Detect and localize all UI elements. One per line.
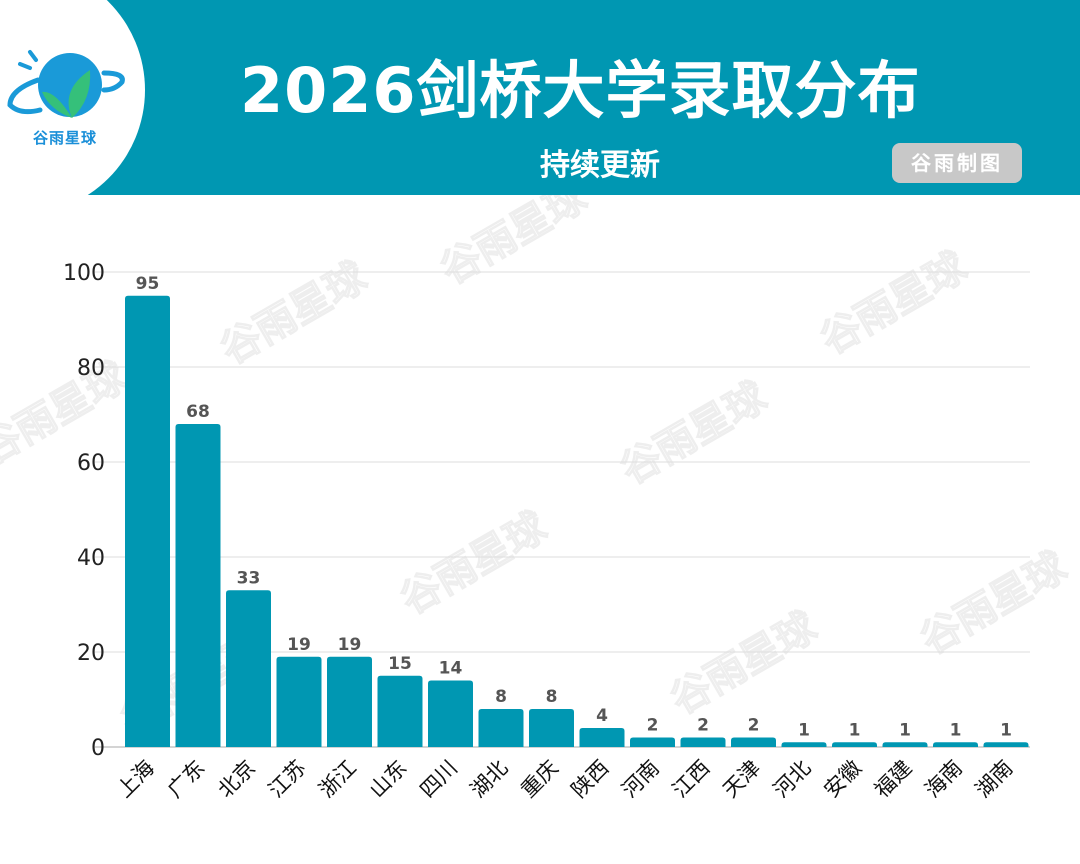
bar [428, 680, 473, 747]
x-tick-label: 浙江 [314, 756, 361, 803]
page-title: 2026剑桥大学录取分布 [240, 54, 921, 127]
y-axis-ticks: 0 20 40 60 80 100 [63, 261, 105, 761]
bar [579, 728, 625, 747]
data-label: 95 [136, 274, 160, 294]
x-tick-label: 四川 [415, 756, 462, 803]
x-tick-label: 重庆 [516, 756, 563, 803]
data-label: 15 [388, 654, 412, 674]
credit-badge: 谷雨制图 [892, 143, 1022, 183]
x-tick-label: 天津 [718, 756, 765, 803]
planet-logo-icon [7, 50, 125, 118]
data-label: 2 [697, 716, 709, 736]
y-tick-label: 80 [77, 356, 105, 381]
watermark-text: 谷雨星球 [393, 503, 555, 623]
data-labels: 95 68 33 19 19 15 14 8 8 4 2 2 2 1 1 1 1 1 [136, 274, 1012, 741]
watermark-text: 谷雨星球 [663, 603, 825, 723]
watermark-text: 谷雨星球 [0, 353, 135, 473]
y-tick-label: 60 [77, 451, 105, 476]
x-tick-label: 北京 [213, 756, 260, 803]
bar [478, 709, 524, 747]
y-tick-label: 0 [91, 736, 105, 761]
x-tick-label: 江苏 [264, 756, 311, 803]
bar [377, 675, 423, 747]
data-label: 8 [495, 687, 507, 707]
y-tick-label: 20 [77, 641, 105, 666]
logo-text: 谷雨星球 [33, 129, 98, 147]
watermark-text: 谷雨星球 [813, 243, 975, 363]
x-tick-label: 湖北 [466, 756, 513, 803]
x-tick-label: 湖南 [971, 756, 1018, 803]
bar [276, 656, 322, 747]
header-banner: 谷雨星球 2026剑桥大学录取分布 持续更新 谷雨制图 [0, 0, 1080, 195]
watermark-text: 谷雨星球 [433, 195, 595, 294]
x-tick-label: 山东 [365, 756, 412, 803]
bar [125, 295, 170, 747]
x-tick-label: 福建 [870, 756, 917, 803]
bar [680, 737, 726, 747]
data-label: 1 [849, 720, 861, 740]
bar [781, 742, 827, 747]
bar [832, 742, 877, 747]
data-label: 68 [186, 402, 210, 422]
data-label: 19 [287, 635, 311, 655]
x-tick-label: 安徽 [819, 756, 866, 803]
watermark-text: 谷雨星球 [213, 253, 375, 373]
x-axis-ticks: 上海 广东 北京 江苏 浙江 山东 四川 湖北 重庆 陕西 河南 江西 天津 河北 安徽 福建 海南 湖南 [112, 756, 1017, 803]
bar [731, 737, 776, 747]
bar [175, 424, 221, 747]
data-label: 1 [899, 720, 911, 740]
data-label: 2 [748, 716, 760, 736]
x-tick-label: 河南 [617, 756, 664, 803]
data-label: 1 [798, 720, 810, 740]
data-label: 8 [546, 687, 558, 707]
data-label: 4 [596, 706, 608, 726]
data-label: 1 [950, 720, 962, 740]
bar [882, 742, 928, 747]
y-tick-label: 40 [77, 546, 105, 571]
bars [125, 295, 1029, 747]
y-tick-label: 100 [63, 261, 105, 286]
bar-chart: 谷雨星球谷雨星球谷雨星球谷雨星球谷雨星球谷雨星球谷雨星球谷雨星球谷雨星球 020… [0, 195, 1076, 803]
data-label: 33 [237, 568, 261, 588]
x-tick-label: 河北 [769, 756, 816, 803]
x-tick-label: 江西 [668, 756, 715, 803]
data-label: 19 [338, 635, 362, 655]
data-label: 2 [647, 716, 659, 736]
bar [529, 709, 574, 747]
bar [933, 742, 978, 747]
bar [983, 742, 1029, 747]
bar [226, 590, 271, 747]
watermark-text: 谷雨星球 [913, 543, 1075, 663]
x-tick-label: 海南 [920, 756, 967, 803]
bar [630, 737, 675, 747]
data-label: 1 [1000, 720, 1012, 740]
x-tick-label: 陕西 [567, 756, 614, 803]
x-tick-label: 上海 [112, 756, 159, 803]
x-tick-label: 广东 [163, 756, 210, 803]
page-subtitle: 持续更新 [540, 148, 660, 183]
data-label: 14 [439, 659, 463, 679]
bar [327, 656, 372, 747]
watermark-text: 谷雨星球 [613, 373, 775, 493]
